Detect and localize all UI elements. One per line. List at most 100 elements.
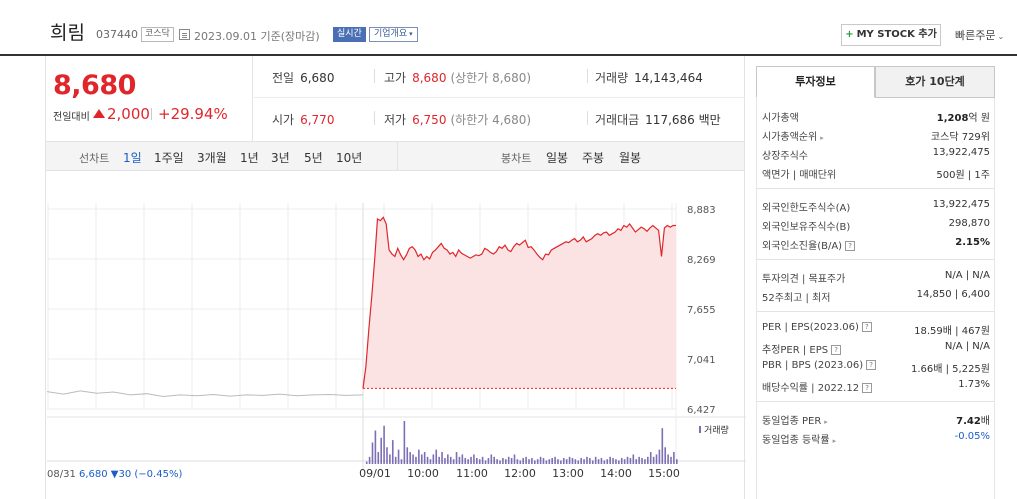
volume-bar [496,459,498,464]
volume-bar [647,456,649,464]
volume-bar [513,454,516,464]
quick-order-button[interactable]: 빠른주문 ⌄ [955,27,1004,43]
volume-bar [458,456,461,464]
info-row[interactable]: 동일업종 등락률 ▸ -0.05% [762,431,990,449]
tab-5years[interactable]: 5년 [304,151,323,165]
volume-bar [412,454,414,464]
line-chart-label: 선차트 [79,152,110,165]
help-icon[interactable]: ? [831,345,842,355]
info-row[interactable]: 추정PER | EPS? N/A | N/A [762,341,990,359]
help-icon[interactable]: ? [861,322,872,332]
info-row[interactable]: 외국인소진율(B/A)? 2.15% [762,237,990,255]
volume-bar [415,456,417,464]
stock-header: 희림 037440 코스닥 2023.09.01 기준(장마감) 실시간 기업개… [0,0,1017,56]
tab-3months[interactable]: 3개월 [197,151,227,165]
info-row: 투자의견 | 목표주가 N/A | N/A [762,270,990,288]
volume-bar [516,459,519,464]
info-label: 외국인보유주식수(B) [762,222,851,233]
volume-bar [533,460,536,464]
volume-bar [571,458,574,464]
volume-bar [389,454,391,464]
info-label: 52주최고 | 최저 [762,293,831,304]
price-summary: 8,680 전일대비 2,000 +29.94% [45,56,253,141]
volume-bar [586,456,588,464]
volume-bar [452,459,455,464]
change-label: 전일대비 [53,112,90,123]
help-icon[interactable]: ? [862,383,873,393]
info-row[interactable]: 동일업종 PER ▸ 7.42배 [762,412,990,430]
tab-investment-info[interactable]: 투자정보 [756,66,875,98]
investment-info-panel: 투자정보 호가 10단계 시가총액 1,208억 원 시가총액순위 ▸ 코스닥 729위… [745,56,1017,499]
volume-bar [649,452,652,464]
volume-bar [638,456,640,464]
stock-name: 희림 [50,22,85,44]
x-tick-label: 10:00 [407,467,439,480]
volume-bar [490,454,493,464]
tab-3years[interactable]: 3년 [271,151,290,165]
calendar-icon [179,29,190,40]
volume-bar [661,428,664,464]
divider [757,401,994,402]
volume-bar [670,456,672,464]
company-info-button[interactable]: 기업개요 ▾ [369,27,418,42]
info-value: 18.59배 | 467원 [914,326,990,337]
volume-bar [441,452,443,464]
tab-monthly-candle[interactable]: 월봉 [619,151,642,165]
tab-order-book[interactable]: 호가 10단계 [875,66,995,98]
tab-1year[interactable]: 1년 [240,151,259,165]
divider [757,311,994,312]
prev-day-price: 6,680 ▼30 (−0.45%) [79,469,182,480]
info-value: 13,922,475 [932,147,990,158]
volume-bar [554,456,556,464]
help-icon[interactable]: ? [845,241,856,251]
help-icon[interactable]: ? [866,360,877,370]
volume-bar [577,460,580,464]
y-tick-label: 7,041 [687,355,716,366]
plus-icon: + [845,29,854,40]
y-tick-label: 7,655 [687,305,716,316]
volume-bar [583,459,585,464]
info-row[interactable]: PER | EPS(2023.06)? 18.59배 | 467원 [762,322,990,340]
volume-bar [423,452,426,464]
volume-bar [391,440,394,464]
volume-bar [635,459,638,464]
info-row[interactable]: PBR | BPS (2023.06)? 1.66배 | 5,225원 [762,360,990,378]
tab-weekly-candle[interactable]: 주봉 [582,151,605,165]
intraday-chart[interactable]: 8,883 8,269 7,655 7,041 6,427 거래량 09/01 10:00 11… [45,171,746,499]
info-value: 2.15% [955,237,990,248]
info-row: 외국인보유주식수(B) 298,870 [762,218,990,236]
realtime-button[interactable]: 실시간 [333,27,366,42]
info-row: 52주최고 | 최저 14,850 | 6,400 [762,289,990,307]
volume-bar [664,447,667,464]
add-mystock-label: MY STOCK 추가 [856,29,937,40]
info-label: 액면가 | 매매단위 [762,170,837,181]
info-value: 1.66배 | 5,225원 [910,364,990,375]
prev-day-label: 08/31 [47,469,76,480]
volume-bar [476,458,478,464]
volume-bar [589,458,591,464]
divider [374,69,375,83]
volume-bar [409,452,411,464]
volume-legend-label: 거래량 [704,424,729,436]
tab-1week[interactable]: 1주일 [154,151,184,165]
prev-day-line [46,390,364,398]
volume-bar [467,459,469,464]
tab-10years[interactable]: 10년 [336,151,363,165]
info-value: 7.42배 [956,416,990,427]
info-row[interactable]: 배당수익률 | 2022.12? 1.73% [762,379,990,397]
add-mystock-button[interactable]: + MY STOCK 추가 [841,24,941,46]
high-price: 고가 8,680 (상한가 8,680) [384,71,532,85]
info-value: N/A | N/A [944,341,990,352]
volume-bar [493,456,496,464]
info-row[interactable]: 시가총액순위 ▸ 코스닥 729위 [762,128,990,146]
volume-bar [612,458,614,464]
tab-1day[interactable]: 1일 [123,151,142,165]
volume-legend-swatch [699,426,701,433]
info-value: 1.73% [958,379,990,390]
tab-daily-candle[interactable]: 일봉 [546,151,569,165]
info-label: 시가총액순위 ▸ [762,132,824,143]
y-tick-label: 8,269 [687,255,716,266]
volume-bar [505,459,507,464]
chart-canvas: 8,883 8,269 7,655 7,041 6,427 거래량 09/01 10:00 11… [46,203,746,480]
volume-bar [461,454,464,464]
